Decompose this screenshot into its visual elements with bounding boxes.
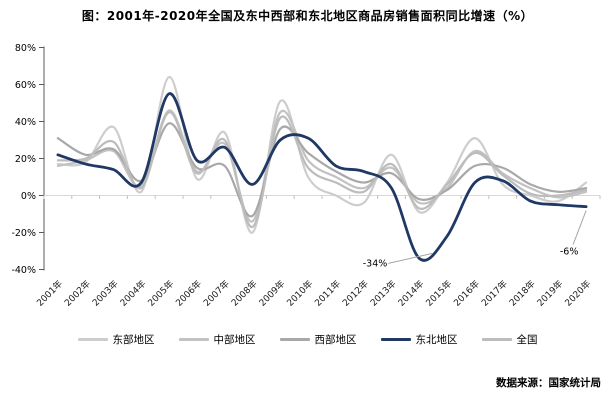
x-axis-label: 2005年: [145, 278, 176, 309]
y-axis-label: -20%: [11, 228, 36, 239]
x-axis-label: 2012年: [340, 278, 371, 309]
annotation-leader: [388, 252, 433, 264]
x-axis-label: 2002年: [62, 278, 93, 309]
y-axis-label: 80%: [15, 43, 36, 54]
x-axis-label: 2018年: [507, 278, 538, 309]
x-axis-label: 2001年: [34, 278, 65, 309]
y-axis-label: 40%: [15, 117, 36, 128]
legend-label: 西部地区: [314, 334, 357, 346]
y-axis-label: -40%: [11, 265, 36, 276]
annotation-label: -6%: [560, 247, 579, 258]
series-line-东部地区: [56, 75, 588, 234]
x-axis-label: 2008年: [229, 278, 260, 309]
legend-swatch: [380, 338, 411, 341]
chart-title: 图：2001年-2020年全国及东中西部和东北地区商品房销售面积同比增速（%）: [81, 9, 534, 23]
legend-item-西部地区: 西部地区: [279, 332, 357, 347]
x-axis-label: 2017年: [479, 278, 510, 309]
x-axis-label: 2007年: [201, 278, 232, 309]
x-axis-label: 2016年: [451, 278, 482, 309]
legend-swatch: [279, 338, 310, 341]
y-axis-label: 20%: [15, 154, 36, 165]
legend-swatch: [481, 338, 512, 341]
series-line-全国: [56, 111, 588, 229]
legend-item-东部地区: 东部地区: [77, 332, 155, 347]
legend-swatch: [178, 338, 209, 341]
x-axis-label: 2019年: [534, 278, 565, 309]
x-axis-label: 2004年: [117, 278, 148, 309]
legend-label: 全国: [516, 334, 538, 346]
legend-label: 东北地区: [415, 334, 458, 346]
y-axis-label: 0%: [21, 191, 36, 202]
x-axis-label: 2011年: [312, 278, 343, 309]
x-axis-label: 2020年: [562, 278, 593, 309]
annotation-label: -34%: [363, 258, 388, 269]
legend-item-东北地区: 东北地区: [380, 332, 458, 347]
x-axis-label: 2013年: [368, 278, 399, 309]
annotation-leader: [572, 210, 587, 245]
series-line-东北地区: [56, 92, 588, 262]
x-axis-label: 2009年: [256, 278, 287, 309]
series-line-中部地区: [56, 109, 588, 223]
line-chart-plot: 80%60%40%20%0%-20%-40%2001年2002年2003年200…: [11, 43, 601, 309]
legend-label: 东部地区: [112, 334, 155, 346]
chart-legend: 东部地区 中部地区 西部地区 东北地区 全国: [0, 332, 615, 347]
legend-label: 中部地区: [213, 334, 256, 346]
legend-item-全国: 全国: [481, 332, 538, 347]
legend-swatch: [77, 338, 108, 341]
y-axis-label: 60%: [15, 80, 36, 91]
data-source-note: 数据来源：国家统计局: [496, 377, 601, 389]
x-axis-label: 2006年: [173, 278, 204, 309]
x-axis-label: 2003年: [90, 278, 121, 309]
x-axis-label: 2015年: [423, 278, 454, 309]
x-axis-label: 2014年: [395, 278, 426, 309]
legend-item-中部地区: 中部地区: [178, 332, 256, 347]
x-axis-label: 2010年: [284, 278, 315, 309]
